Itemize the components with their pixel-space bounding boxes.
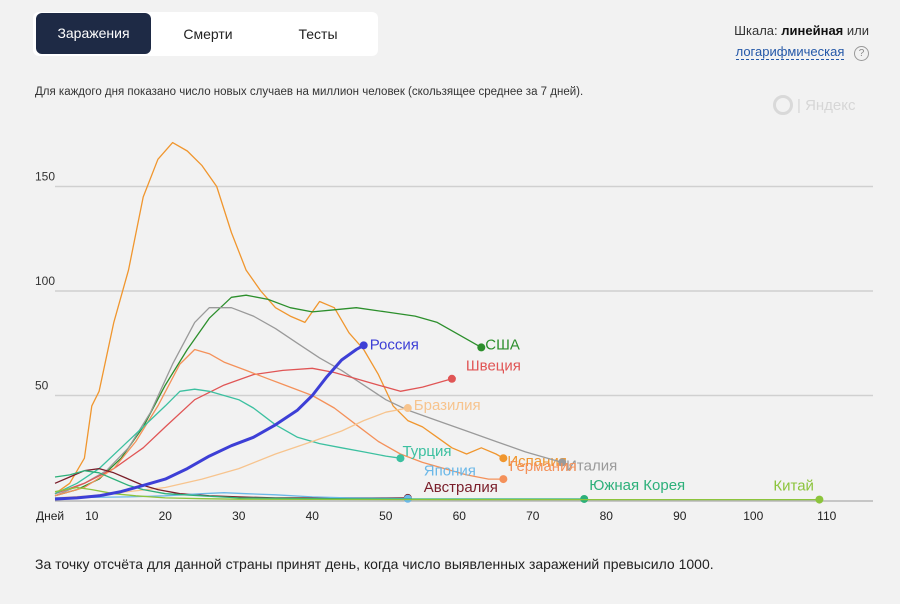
series-label: Италия [566, 457, 617, 474]
x-tick-label: 70 [526, 509, 540, 523]
y-tick-label: 50 [35, 379, 49, 393]
series-end-point [447, 374, 456, 383]
footnote: За точку отсчёта для данной страны приня… [35, 556, 714, 572]
tab-deaths[interactable]: Смерти [183, 26, 233, 42]
series-end-point [396, 454, 405, 463]
series-label: США [485, 336, 520, 353]
scale-log-link[interactable]: логарифмическая [735, 44, 845, 60]
series-label: Испания [507, 453, 567, 470]
series-label: Австралия [424, 479, 498, 496]
scale-prefix: Шкала: [734, 23, 778, 38]
x-tick-label: 20 [159, 509, 173, 523]
series-label: Россия [370, 336, 419, 353]
series-label: Япония [424, 463, 476, 480]
series-label: Германия [509, 458, 576, 475]
series-line [54, 141, 504, 495]
series-line [54, 367, 453, 495]
x-tick-label: 50 [379, 509, 393, 523]
series-line [54, 492, 408, 500]
series-line [54, 294, 482, 497]
series-end-point [477, 343, 486, 352]
series-line [54, 388, 401, 495]
x-tick-label: 100 [743, 509, 763, 523]
x-tick-label: 60 [453, 509, 467, 523]
series-line [54, 343, 365, 501]
series-label: Китай [773, 478, 814, 495]
metric-tabs: Заражения Смерти Тесты [33, 12, 378, 56]
tab-tests[interactable]: Тесты [298, 26, 338, 42]
x-tick-label: 110 [817, 509, 836, 523]
series-end-point [558, 458, 567, 467]
x-tick-label: 80 [600, 509, 614, 523]
series-line [54, 307, 563, 497]
series-label: Бразилия [414, 397, 481, 414]
series-label: Турция [402, 443, 451, 460]
series-end-point [359, 341, 368, 350]
x-tick-label: 10 [85, 509, 99, 523]
x-tick-label: 30 [232, 509, 246, 523]
series-label: Швеция [466, 358, 521, 375]
scale-switcher: Шкала: линейная или логарифмическая ? [734, 20, 869, 62]
series-end-point [815, 495, 824, 504]
y-tick-label: 100 [35, 274, 55, 288]
tab-infections[interactable]: Заражения [36, 13, 151, 54]
yandex-logo: | Яндекс [773, 95, 856, 115]
scale-or: или [846, 23, 869, 38]
x-tick-label: 90 [673, 509, 687, 523]
series-end-point [403, 404, 412, 413]
chart-description: Для каждого дня показано число новых слу… [35, 86, 584, 98]
y-tick-label: 150 [35, 170, 55, 184]
scale-current: линейная [781, 23, 844, 38]
series-line [54, 407, 408, 499]
x-tick-label: 40 [306, 509, 320, 523]
x-axis-label: Дней [36, 509, 64, 523]
series-line [54, 470, 585, 500]
yandex-watermark: | Яндекс [797, 97, 856, 114]
series-end-point [499, 454, 508, 463]
series-line [54, 486, 820, 501]
series-label: Южная Корея [589, 477, 685, 494]
help-icon[interactable]: ? [854, 46, 869, 61]
series-end-point [499, 475, 508, 484]
